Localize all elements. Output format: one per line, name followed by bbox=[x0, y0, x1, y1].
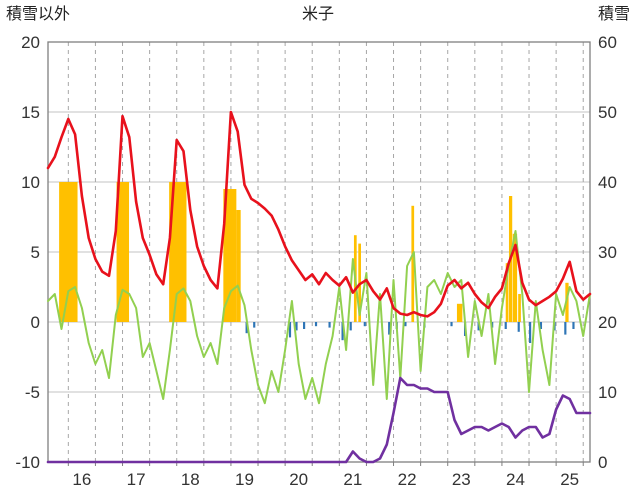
chart-title: 米子 bbox=[302, 5, 334, 23]
left-tick-label: -10 bbox=[15, 453, 40, 472]
x-tick-label: 25 bbox=[560, 470, 579, 489]
blue-bar bbox=[504, 322, 507, 329]
blue-bar bbox=[388, 322, 391, 335]
orange-bar bbox=[411, 205, 415, 322]
orange-bar bbox=[116, 182, 130, 322]
blue-bar bbox=[404, 322, 407, 327]
right-tick-label: 60 bbox=[598, 33, 617, 52]
right-tick-label: 0 bbox=[598, 453, 607, 472]
blue-bar bbox=[450, 322, 453, 327]
blue-bar bbox=[477, 322, 480, 331]
x-tick-label: 24 bbox=[506, 470, 525, 489]
x-tick-label: 23 bbox=[452, 470, 471, 489]
right-tick-label: 50 bbox=[598, 103, 617, 122]
blue-bar bbox=[517, 322, 520, 332]
x-tick-label: 19 bbox=[235, 470, 254, 489]
orange-bar bbox=[456, 303, 463, 322]
blue-bar bbox=[288, 322, 292, 338]
red-line bbox=[46, 110, 592, 318]
blue-bar bbox=[341, 322, 344, 341]
x-tick-label: 16 bbox=[72, 470, 91, 489]
right-tick-label: 40 bbox=[598, 173, 617, 192]
blue-bar bbox=[572, 322, 575, 329]
blue-bar bbox=[245, 322, 248, 334]
x-tick-label: 17 bbox=[127, 470, 146, 489]
orange-bar bbox=[518, 294, 521, 322]
left-tick-label: 0 bbox=[31, 313, 40, 332]
purple-line bbox=[46, 376, 592, 464]
blue-bar bbox=[253, 322, 256, 328]
left-tick-label: 10 bbox=[21, 173, 40, 192]
left-tick-label: 5 bbox=[31, 243, 40, 262]
left-tick-label: -5 bbox=[25, 383, 40, 402]
right-tick-label: 20 bbox=[598, 313, 617, 332]
left-tick-label: 20 bbox=[21, 33, 40, 52]
right-tick-label: 10 bbox=[598, 383, 617, 402]
blue-bar bbox=[363, 322, 366, 327]
blue-bar bbox=[539, 322, 543, 329]
x-tick-label: 20 bbox=[289, 470, 308, 489]
x-tick-label: 21 bbox=[343, 470, 362, 489]
right-axis-title: 積雪 bbox=[598, 5, 630, 23]
blue-bar bbox=[529, 322, 532, 343]
green-line bbox=[47, 230, 591, 405]
blue-bar bbox=[295, 322, 298, 331]
orange-bar bbox=[169, 182, 187, 322]
blue-bar bbox=[303, 322, 306, 329]
orange-bar bbox=[59, 182, 78, 322]
x-tick-label: 18 bbox=[181, 470, 200, 489]
x-tick-label: 22 bbox=[398, 470, 417, 489]
blue-bar bbox=[314, 322, 318, 327]
blue-bar bbox=[328, 322, 331, 328]
orange-bar bbox=[236, 210, 241, 322]
left-tick-label: 15 bbox=[21, 103, 40, 122]
blue-bar bbox=[564, 322, 567, 335]
blue-bar bbox=[349, 322, 352, 331]
orange-bar bbox=[512, 233, 518, 322]
left-axis-title: 積雪以外 bbox=[6, 5, 70, 23]
orange-bar bbox=[505, 263, 509, 322]
right-tick-label: 30 bbox=[598, 243, 617, 262]
